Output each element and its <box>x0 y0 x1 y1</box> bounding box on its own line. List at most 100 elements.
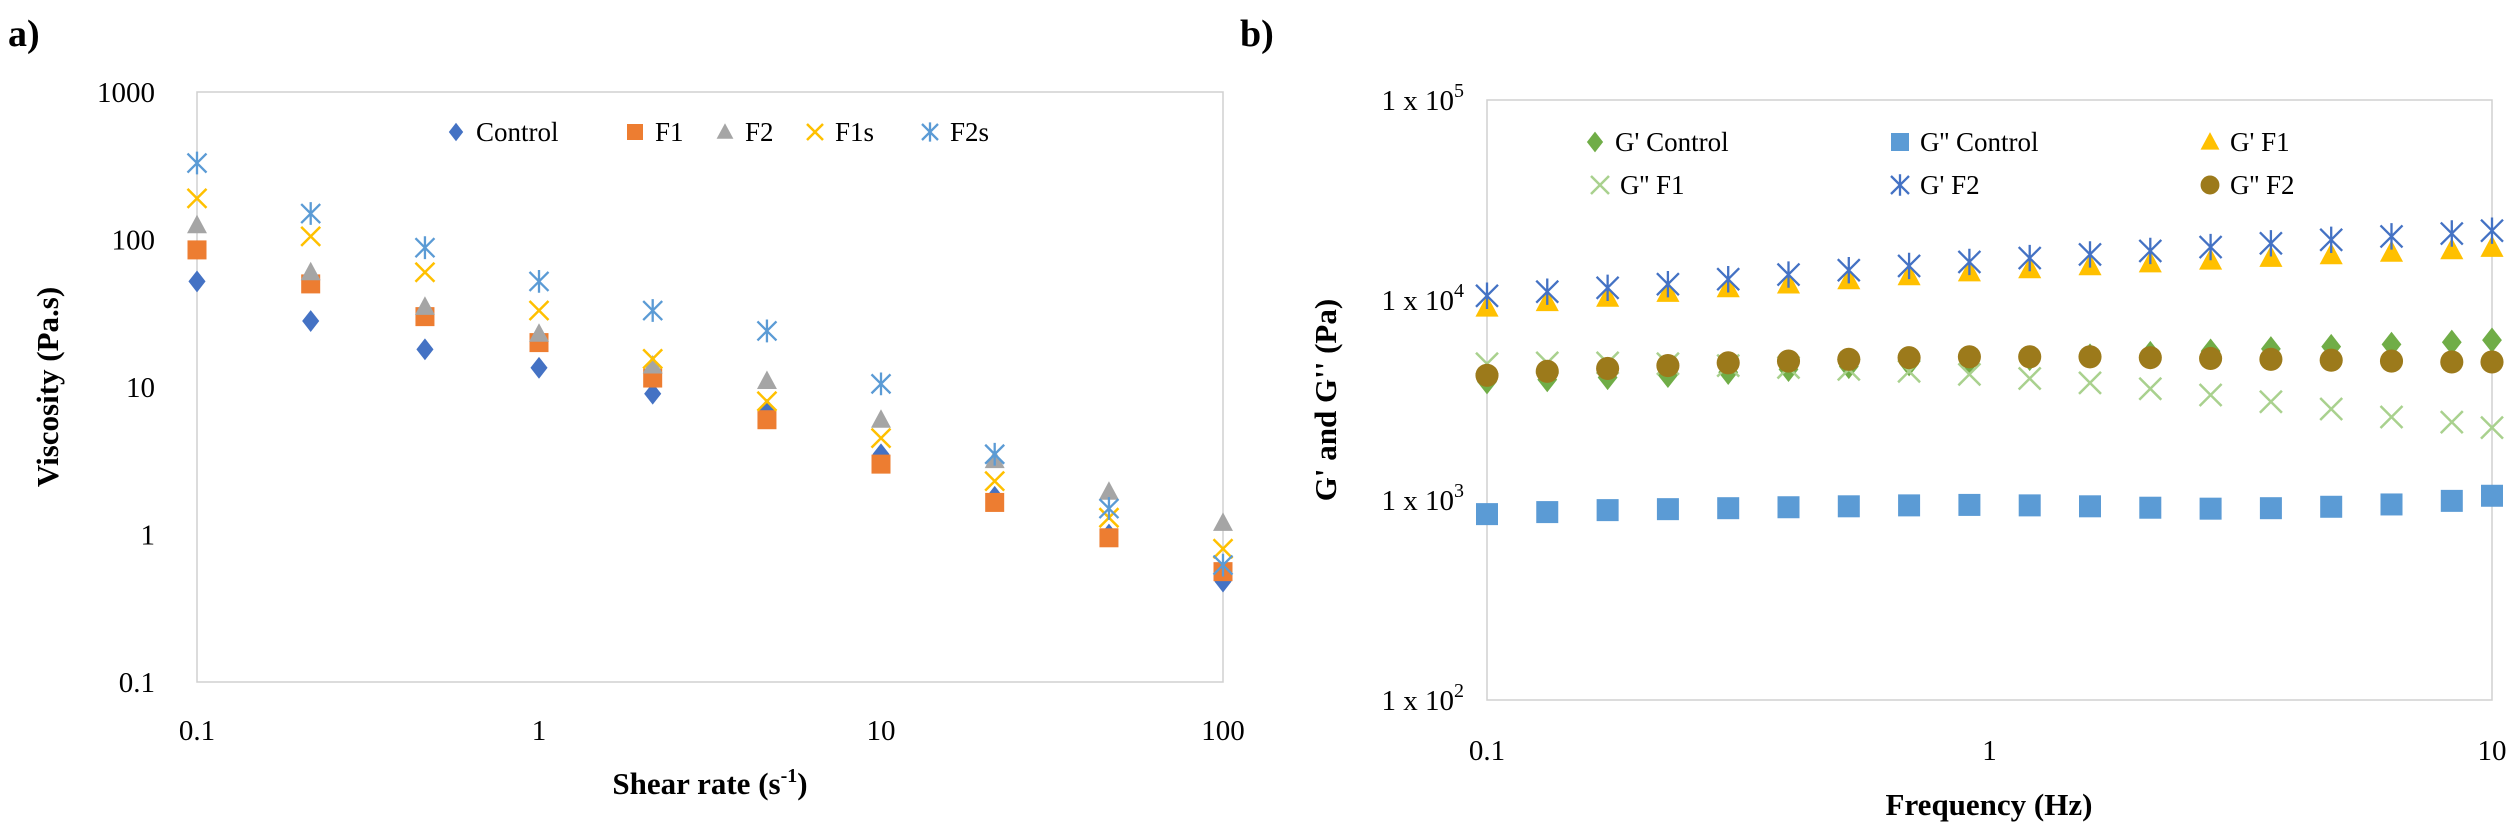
data-point-f2 <box>642 354 663 374</box>
data-point-control <box>188 270 206 293</box>
data-point-f2 <box>187 214 207 234</box>
data-point-f2s <box>1212 553 1234 577</box>
legend-marker-f2s <box>921 122 939 142</box>
series-g-prime-f1 <box>1475 235 2504 317</box>
data-point-g-prime-f2 <box>2198 233 2223 261</box>
y-tick-label: 100 <box>112 225 156 257</box>
data-point-g-dblprime-control <box>1717 497 1740 520</box>
data-point-f2s <box>528 269 550 293</box>
data-point-f1s <box>756 390 778 412</box>
data-point-g-dblprime-f2 <box>1596 356 1620 380</box>
data-point-g-prime-control <box>2441 329 2462 355</box>
data-point-g-dblprime-f2 <box>1776 349 1801 373</box>
data-point-g-dblprime-control <box>2481 484 2503 507</box>
legend-marker-g-prime-f2 <box>1890 174 1910 196</box>
data-point-g-prime-f2 <box>1535 278 1560 305</box>
data-point-f1 <box>871 454 891 474</box>
data-point-g-prime-f2 <box>1776 261 1801 288</box>
data-point-g-prime-f2 <box>1595 274 1620 302</box>
data-point-g-dblprime-f2 <box>2199 346 2223 371</box>
legend-label-g-dblprime-control: G'' Control <box>1920 127 2038 157</box>
series-f1 <box>187 240 1233 582</box>
data-point-f1s <box>414 261 436 283</box>
y-tick-labels-a: 0.1 1 10 100 1000 <box>97 77 155 699</box>
legend-marker-g-prime-f1 <box>2200 132 2220 150</box>
y-tick-label: 10 <box>126 372 155 404</box>
series-g-dblprime-control <box>1476 484 2503 526</box>
data-point-g-prime-f1 <box>2379 240 2404 262</box>
legend-label-g-dblprime-f1: G'' F1 <box>1620 170 1685 200</box>
plot-area-a <box>196 91 1224 683</box>
data-point-f1 <box>985 492 1005 512</box>
data-point-g-dblprime-f2 <box>2138 346 2162 370</box>
series-g-dblprime-f1 <box>1475 350 2504 440</box>
data-point-f2s <box>300 202 322 225</box>
data-point-g-dblprime-f2 <box>2319 348 2343 372</box>
data-point-g-dblprime-f1 <box>1957 362 1982 387</box>
data-point-f1s <box>642 348 664 370</box>
legend-marker-g-dblprime-f1 <box>1590 175 1610 195</box>
legend-label-control: Control <box>476 117 559 147</box>
legend-label-f1: F1 <box>655 117 684 147</box>
panel-label-b: b) <box>1240 13 1274 55</box>
x-tick-label: 100 <box>1201 715 1245 747</box>
data-point-g-dblprime-f1 <box>2198 383 2223 407</box>
x-axis-title-a: Shear rate (s-1) <box>612 765 807 801</box>
data-point-g-dblprime-control <box>1777 496 1800 519</box>
data-point-g-dblprime-control <box>2259 497 2282 520</box>
data-point-g-prime-f2 <box>1656 270 1680 298</box>
data-point-g-dblprime-f2 <box>2379 349 2404 373</box>
data-point-f2 <box>1098 481 1119 500</box>
data-point-f2s <box>186 151 208 175</box>
data-point-g-dblprime-f1 <box>2259 389 2283 414</box>
data-point-f2s <box>414 236 436 260</box>
panel-a-viscosity-chart: a) 0.1 1 10 100 0.1 1 10 100 1000 Shear rate (s… <box>8 13 1245 801</box>
data-point-g-dblprime-f2 <box>2480 350 2504 374</box>
data-point-f1s <box>1212 538 1234 560</box>
x-tick-label: 0.1 <box>1469 735 1505 767</box>
y-tick-label: 1 x 103 <box>1382 480 1465 517</box>
y-axis-title-a: Viscosity (Pa.s) <box>30 287 65 487</box>
legend-b: G' Control G'' Control G' F1 G'' F1 G' F2 G''… <box>1586 127 2295 200</box>
x-tick-label: 10 <box>867 715 896 747</box>
legend-marker-g-dblprime-control <box>1891 133 1909 151</box>
data-point-g-dblprime-f1 <box>2480 415 2504 440</box>
data-point-g-dblprime-f2 <box>2259 347 2283 371</box>
x-tick-label: 10 <box>2478 735 2507 767</box>
data-point-g-dblprime-control <box>1476 503 1498 526</box>
data-point-g-dblprime-control <box>2139 496 2162 519</box>
data-point-g-prime-f2 <box>2078 241 2102 268</box>
data-point-g-dblprime-f2 <box>1656 354 1680 378</box>
data-point-g-dblprime-f2 <box>1957 345 1981 369</box>
y-tick-label: 1000 <box>97 77 155 109</box>
y-tick-label: 1 x 105 <box>1382 80 1465 117</box>
data-point-f1s <box>300 225 322 247</box>
series-g-prime-control <box>1477 327 2502 395</box>
data-point-f2s <box>642 299 664 322</box>
panel-label-a: a) <box>8 13 40 55</box>
data-point-g-dblprime-control <box>2079 495 2102 518</box>
y-tick-label: 1 x 102 <box>1382 680 1465 717</box>
data-point-g-dblprime-f1 <box>2017 366 2042 391</box>
legend-label-g-prime-control: G' Control <box>1615 127 1729 157</box>
data-point-f2s <box>984 442 1006 466</box>
data-point-f2s <box>756 319 778 343</box>
y-tick-label: 1 x 104 <box>1382 280 1465 317</box>
data-point-g-dblprime-f2 <box>1897 346 1921 370</box>
data-point-g-dblprime-control <box>2380 493 2403 516</box>
data-point-g-dblprime-f1 <box>2138 376 2163 401</box>
data-point-f2 <box>871 409 891 428</box>
data-point-g-dblprime-f1 <box>2379 405 2404 429</box>
data-point-g-dblprime-f2 <box>2440 350 2464 374</box>
data-point-g-prime-f2 <box>2138 237 2163 265</box>
data-point-f2 <box>414 296 435 315</box>
data-point-control <box>872 443 890 466</box>
data-point-f1s <box>528 300 550 321</box>
x-tick-label: 1 <box>1982 735 1997 767</box>
data-point-g-prime-f2 <box>1475 282 1499 309</box>
data-point-f2s <box>870 372 892 396</box>
legend-label-g-prime-f2: G' F2 <box>1920 170 1980 200</box>
y-tick-label: 1 <box>141 520 156 552</box>
data-point-g-dblprime-f2 <box>2018 345 2042 369</box>
data-point-g-dblprime-f2 <box>1475 363 1499 387</box>
